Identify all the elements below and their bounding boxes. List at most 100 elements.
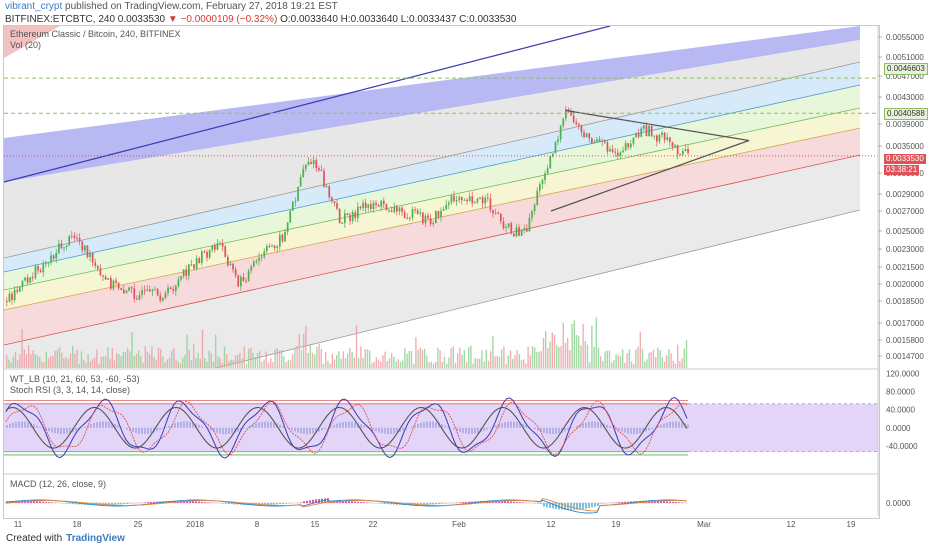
macd-histogram-bar xyxy=(576,503,578,510)
volume-bar xyxy=(23,349,25,368)
candle-body xyxy=(208,250,211,258)
macd-histogram-bar xyxy=(522,502,524,503)
volume-bar xyxy=(197,352,199,368)
macd-histogram-bar xyxy=(129,503,131,504)
volume-bar xyxy=(168,358,171,368)
channel-band-light-blue xyxy=(4,62,860,272)
candle-body xyxy=(154,289,156,291)
osc-histogram-bar xyxy=(321,427,323,431)
macd-histogram-bar xyxy=(384,503,386,504)
volume-bar xyxy=(166,359,168,368)
candle-body xyxy=(117,282,120,289)
osc-histogram-bar xyxy=(642,427,644,433)
osc-histogram-bar xyxy=(171,424,173,428)
osc-histogram-bar xyxy=(375,427,377,432)
macd-histogram-bar xyxy=(105,503,107,505)
candle-body xyxy=(432,223,435,225)
volume-bar xyxy=(208,350,210,368)
volume-bar xyxy=(551,332,553,368)
volume-bar xyxy=(402,360,404,368)
osc-histogram-bar xyxy=(651,427,653,429)
candle-body xyxy=(606,142,609,152)
macd-histogram-bar xyxy=(48,502,50,503)
macd-histogram-bar xyxy=(12,500,14,503)
macd-histogram-bar xyxy=(459,502,461,503)
candle-body xyxy=(669,137,671,142)
candle-body xyxy=(60,243,63,249)
macd-histogram-bar xyxy=(183,500,185,503)
candle-body xyxy=(427,215,429,219)
volume-bar xyxy=(597,347,600,368)
macd-histogram-bar xyxy=(405,503,407,506)
price-tick-label: 0.0051000 xyxy=(886,53,924,62)
osc-histogram-bar xyxy=(576,425,578,428)
volume-bar xyxy=(562,322,564,368)
candle-body xyxy=(466,199,468,201)
volume-bar xyxy=(674,363,677,368)
macd-histogram-bar xyxy=(549,503,551,508)
volume-bar xyxy=(604,351,606,368)
tradingview-logo[interactable]: TradingView xyxy=(66,533,125,544)
channel-band-blue-top xyxy=(4,26,860,182)
macd-histogram-bar xyxy=(312,499,314,503)
macd-histogram-bar xyxy=(36,501,38,503)
macd-histogram-bar xyxy=(543,503,545,507)
candle-body xyxy=(211,245,214,250)
candle-body xyxy=(513,233,515,237)
macd-histogram-bar xyxy=(573,503,575,510)
volume-bar xyxy=(113,360,116,368)
volume-bar xyxy=(72,346,74,368)
candle-body xyxy=(510,223,513,234)
candle-body xyxy=(242,277,245,281)
volume-bar xyxy=(230,359,232,368)
candle-body xyxy=(13,289,16,300)
volume-bar xyxy=(316,346,318,368)
osc-histogram-bar xyxy=(114,423,116,428)
candle-body xyxy=(617,152,619,156)
osc-histogram-bar xyxy=(582,423,584,428)
candle-body xyxy=(650,125,653,137)
osc-histogram-bar xyxy=(297,427,299,433)
candle-body xyxy=(120,288,123,290)
author-link[interactable]: vibrant_crypt xyxy=(5,1,63,12)
osc-histogram-bar xyxy=(669,421,671,428)
volume-bar xyxy=(472,363,474,368)
volume-bar xyxy=(221,363,223,368)
osc-histogram-bar xyxy=(18,421,20,428)
volume-bar xyxy=(175,360,177,368)
candle-body xyxy=(19,287,21,292)
volume-bar xyxy=(265,351,267,368)
candle-body xyxy=(193,264,195,269)
volume-bar xyxy=(474,357,476,368)
volume-bar xyxy=(254,357,256,368)
volume-bar xyxy=(617,355,619,368)
volume-bar xyxy=(76,349,78,368)
candle-body xyxy=(297,186,299,201)
volume-bar xyxy=(435,361,437,368)
price-tick-label: 0.0021500 xyxy=(886,263,924,272)
candle-body xyxy=(445,204,448,210)
volume-bar xyxy=(371,363,373,368)
volume-bar xyxy=(382,355,384,368)
macd-histogram-bar xyxy=(669,501,671,503)
candle-body xyxy=(250,266,253,271)
candle-body xyxy=(16,289,19,292)
volume-bar xyxy=(32,350,34,368)
osc-histogram-bar xyxy=(252,424,254,428)
volume-bar xyxy=(91,359,94,368)
macd-histogram-bar xyxy=(189,501,191,503)
candle-body xyxy=(455,200,458,202)
osc-histogram-bar xyxy=(294,427,296,432)
volume-bar xyxy=(342,351,344,368)
candle-body xyxy=(281,234,284,242)
volume-bar xyxy=(305,326,307,368)
osc-histogram-bar xyxy=(420,422,422,428)
price-tick-label: 0.0029000 xyxy=(886,190,924,199)
osc-histogram-bar xyxy=(399,427,401,432)
volume-bar xyxy=(641,348,644,368)
candle-body xyxy=(632,137,635,144)
osc-histogram-bar xyxy=(594,421,596,428)
candle-body xyxy=(167,287,169,293)
osc-histogram-bar xyxy=(372,427,374,430)
